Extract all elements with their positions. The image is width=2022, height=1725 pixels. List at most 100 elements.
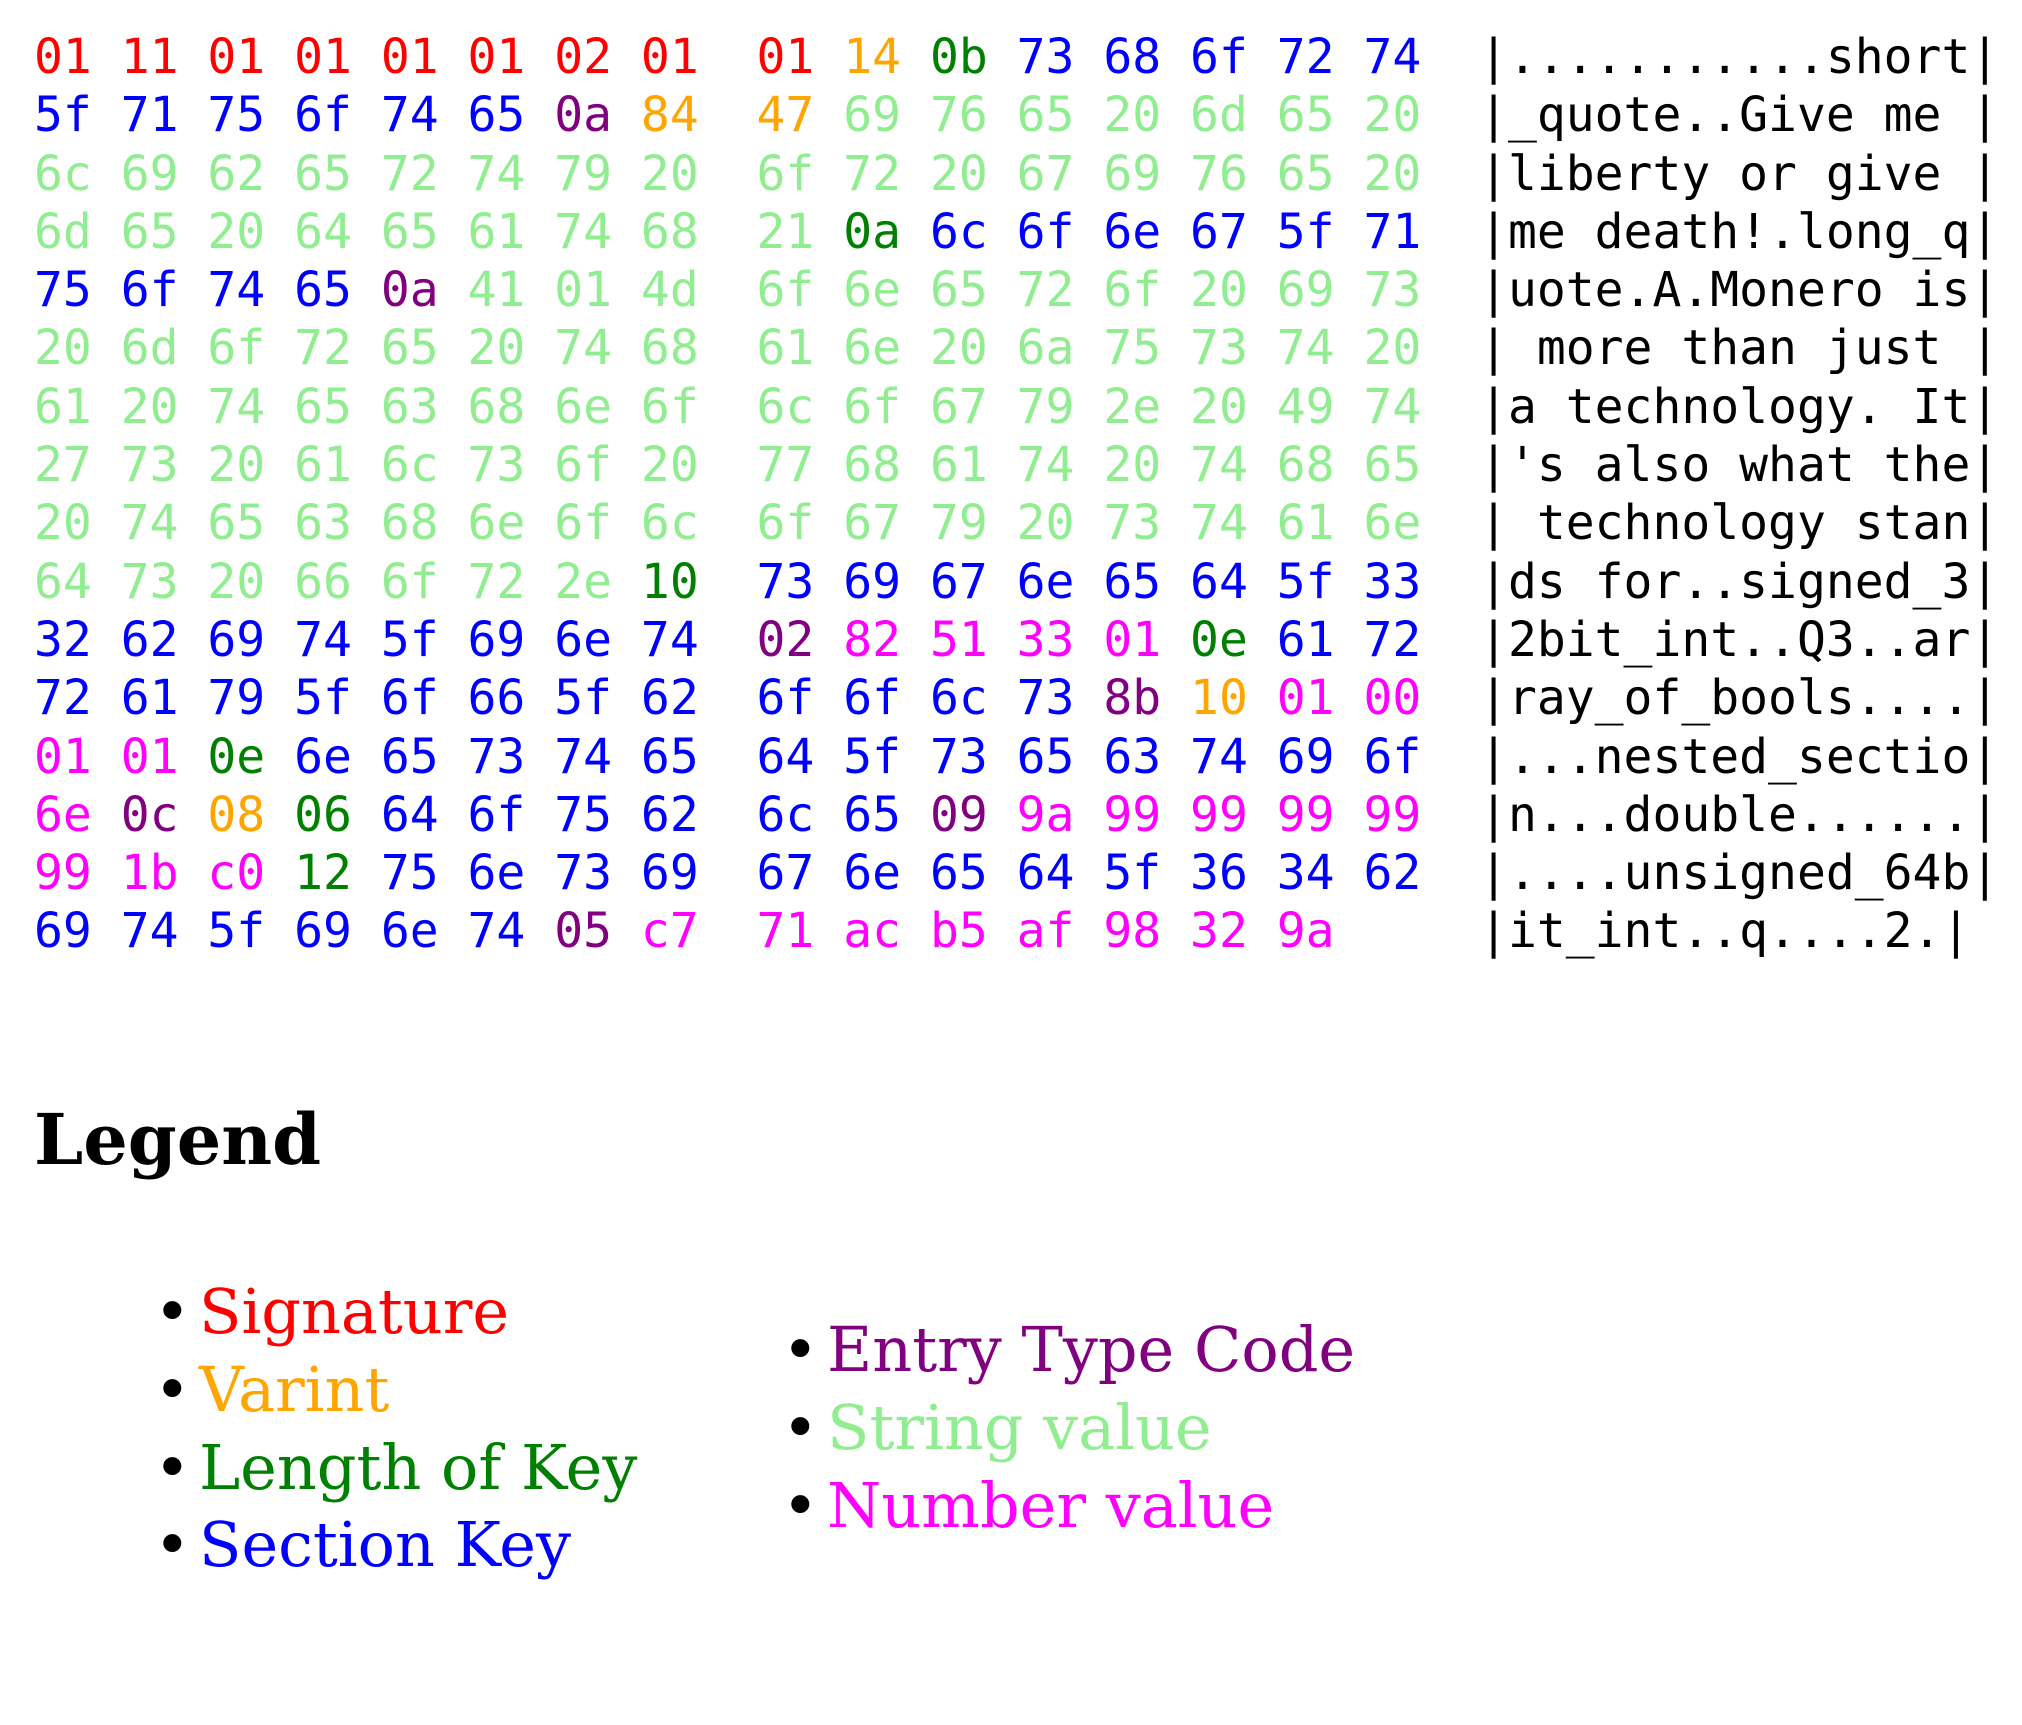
ascii-column: |ds for..signed_3| bbox=[1479, 553, 2000, 610]
byte-string-value: 72 bbox=[380, 145, 439, 202]
byte-string-value: 79 bbox=[1016, 378, 1075, 435]
byte-section-key: 67 bbox=[929, 553, 988, 610]
hex-row: 27 73 20 61 6c 73 6f 20 77 68 61 74 20 7… bbox=[34, 436, 1999, 494]
byte-string-value: 72 bbox=[843, 145, 902, 202]
byte-string-value: 6f bbox=[756, 145, 815, 202]
byte-section-key: 64 bbox=[756, 728, 815, 785]
byte-number-value: 71 bbox=[756, 903, 815, 960]
byte-section-key: 69 bbox=[294, 903, 352, 960]
byte-string-value: 20 bbox=[1190, 262, 1248, 319]
ascii-column: | more than just | bbox=[1479, 320, 2000, 377]
byte-string-value: 79 bbox=[929, 495, 988, 552]
byte-section-key: 74 bbox=[467, 903, 526, 960]
byte-string-value: 74 bbox=[1016, 437, 1075, 494]
byte-key-length: 0b bbox=[929, 29, 988, 85]
byte-section-key: 6f bbox=[120, 262, 179, 319]
byte-section-key: 69 bbox=[843, 553, 902, 610]
byte-string-value: 73 bbox=[467, 437, 526, 494]
byte-string-value: 20 bbox=[34, 495, 92, 552]
byte-section-key: 72 bbox=[1276, 29, 1335, 85]
byte-string-value: 65 bbox=[1016, 87, 1075, 144]
byte-string-value: 6e bbox=[843, 262, 902, 319]
byte-varint: 08 bbox=[207, 786, 266, 843]
byte-string-value: 65 bbox=[380, 203, 439, 260]
byte-string-value: 67 bbox=[929, 378, 988, 435]
byte-key-length: 0e bbox=[1190, 611, 1248, 668]
byte-key-length: 0a bbox=[843, 203, 902, 260]
byte-string-value: 75 bbox=[1103, 320, 1162, 377]
byte-string-value: 72 bbox=[1016, 262, 1075, 319]
byte-section-key: 34 bbox=[1276, 845, 1335, 902]
byte-number-value: 98 bbox=[1103, 903, 1162, 960]
byte-section-key: 65 bbox=[467, 87, 526, 144]
byte-string-value: 68 bbox=[640, 203, 699, 260]
byte-section-key: 66 bbox=[467, 670, 526, 727]
byte-section-key: 62 bbox=[1363, 845, 1422, 902]
hex-row: 72 61 79 5f 6f 66 5f 62 6f 6f 6c 73 8b 1… bbox=[34, 669, 1999, 727]
ascii-column: |liberty or give | bbox=[1479, 145, 2000, 202]
byte-section-key: 6c bbox=[756, 786, 815, 843]
ascii-column: |a technology. It| bbox=[1479, 378, 2000, 435]
byte-signature: 02 bbox=[554, 29, 613, 85]
byte-string-value: 61 bbox=[929, 437, 988, 494]
byte-section-key: 74 bbox=[207, 262, 266, 319]
byte-string-value: 6d bbox=[34, 203, 92, 260]
byte-number-value: 1b bbox=[120, 845, 179, 902]
byte-number-value: 99 bbox=[1363, 786, 1422, 843]
byte-signature: 01 bbox=[380, 29, 439, 85]
byte-section-key: 69 bbox=[1276, 728, 1335, 785]
byte-section-key: 63 bbox=[1103, 728, 1162, 785]
byte-string-value: 6a bbox=[1016, 320, 1075, 377]
byte-section-key: 74 bbox=[640, 611, 699, 668]
byte-section-key: 74 bbox=[294, 611, 352, 668]
byte-string-value: 27 bbox=[34, 437, 92, 494]
byte-section-key: 6f bbox=[843, 670, 902, 727]
byte-number-value: 01 bbox=[34, 728, 92, 785]
ascii-column: |it_int..q....2.| bbox=[1479, 903, 1971, 960]
byte-section-key: 65 bbox=[294, 262, 352, 319]
byte-string-value: 6e bbox=[467, 495, 526, 552]
byte-number-value: ac bbox=[843, 903, 902, 960]
byte-signature: 01 bbox=[467, 29, 526, 85]
byte-key-length: 12 bbox=[294, 845, 352, 902]
byte-signature: 01 bbox=[294, 29, 352, 85]
hex-row: 20 74 65 63 68 6e 6f 6c 6f 67 79 20 73 7… bbox=[34, 494, 1999, 552]
byte-string-value: 20 bbox=[1363, 320, 1422, 377]
byte-string-value: 20 bbox=[207, 203, 266, 260]
byte-string-value: 68 bbox=[640, 320, 699, 377]
byte-section-key: 72 bbox=[34, 670, 92, 727]
byte-section-key: 64 bbox=[380, 786, 439, 843]
byte-string-value: 74 bbox=[1190, 495, 1248, 552]
byte-signature: 11 bbox=[120, 29, 179, 85]
byte-string-value: 6f bbox=[1103, 262, 1162, 319]
byte-string-value: 66 bbox=[294, 553, 352, 610]
byte-string-value: 68 bbox=[1276, 437, 1335, 494]
byte-varint: 84 bbox=[640, 87, 699, 144]
byte-entry-type-code: 02 bbox=[756, 611, 815, 668]
byte-string-value: 73 bbox=[1103, 495, 1162, 552]
byte-section-key: 6e bbox=[843, 845, 902, 902]
legend-item-length-of-key: Length of Key bbox=[154, 1429, 637, 1507]
byte-section-key: 74 bbox=[120, 903, 179, 960]
byte-entry-type-code: 0a bbox=[380, 262, 439, 319]
ascii-column: |...nested_sectio| bbox=[1479, 728, 2000, 785]
byte-string-value: 20 bbox=[120, 378, 179, 435]
byte-entry-type-code: 0a bbox=[554, 87, 613, 144]
byte-string-value: 41 bbox=[467, 262, 526, 319]
byte-key-length: 0e bbox=[207, 728, 266, 785]
byte-string-value: 68 bbox=[843, 437, 902, 494]
byte-string-value: 77 bbox=[756, 437, 815, 494]
byte-string-value: 69 bbox=[120, 145, 179, 202]
byte-string-value: 64 bbox=[294, 203, 352, 260]
byte-key-length: 06 bbox=[294, 786, 352, 843]
byte-string-value: 20 bbox=[34, 320, 92, 377]
byte-section-key: 61 bbox=[120, 670, 179, 727]
byte-string-value: 67 bbox=[843, 495, 902, 552]
byte-varint: 47 bbox=[756, 87, 815, 144]
byte-section-key: 6f bbox=[1190, 29, 1248, 85]
byte-number-value: b5 bbox=[929, 903, 988, 960]
hex-row: 75 6f 74 65 0a 41 01 4d 6f 6e 65 72 6f 2… bbox=[34, 261, 1999, 319]
byte-section-key: 69 bbox=[34, 903, 92, 960]
byte-section-key: 73 bbox=[554, 845, 613, 902]
byte-string-value: 61 bbox=[1276, 495, 1335, 552]
